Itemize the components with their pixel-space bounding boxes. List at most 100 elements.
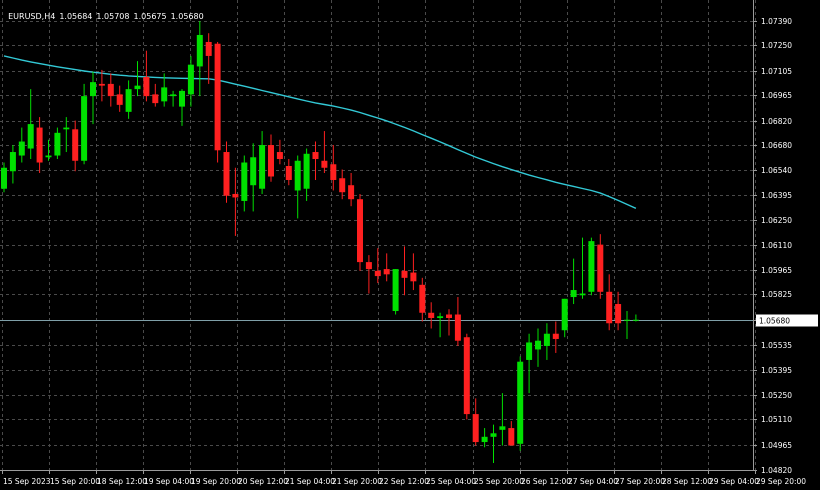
candle-body: [143, 76, 150, 97]
candle-body: [401, 270, 408, 278]
price-tick-label: 1.06540: [761, 166, 792, 175]
candle: [543, 323, 550, 360]
low-value: 1.05675: [133, 12, 167, 21]
open-value: 1.05684: [59, 12, 93, 21]
candle: [81, 83, 88, 165]
price-tick-label: 1.05250: [761, 391, 792, 400]
candle: [410, 253, 417, 291]
candle: [196, 21, 203, 97]
candle: [179, 89, 185, 126]
candle-body: [552, 333, 559, 339]
candle-body: [205, 41, 212, 56]
candle-body: [18, 141, 25, 156]
time-tick-label: 21 Sep 04:00: [285, 477, 335, 486]
candle-body: [161, 87, 168, 102]
candle-body: [499, 426, 506, 430]
time-tick-label: 18 Sep 12:00: [97, 477, 147, 486]
price-tick-label: 1.05535: [761, 341, 792, 350]
candle: [214, 41, 221, 163]
candle: [125, 80, 132, 119]
candle-body: [481, 436, 488, 443]
candle-body: [606, 291, 613, 324]
candle-body: [285, 166, 292, 180]
candle: [187, 55, 194, 107]
price-tick-label: 1.06250: [761, 216, 792, 225]
candle-body: [36, 127, 43, 163]
candle: [116, 85, 123, 112]
price-tick-label: 1.07250: [761, 41, 792, 50]
candle: [107, 73, 114, 107]
candle: [499, 393, 506, 446]
candle: [419, 277, 426, 322]
candle: [9, 145, 16, 184]
candle-body: [508, 428, 515, 446]
time-tick-label: 19 Sep 20:00: [191, 477, 241, 486]
candle-body: [535, 340, 541, 350]
candle-body: [54, 132, 61, 156]
current-price-badge: 1.05680: [756, 314, 818, 327]
candle-body: [223, 152, 230, 196]
candle-body: [268, 145, 274, 177]
candle-body: [187, 64, 194, 95]
candle-body: [597, 244, 604, 292]
candle: [508, 421, 515, 446]
candle: [143, 50, 150, 102]
candle: [170, 90, 177, 107]
candle-body: [63, 127, 70, 130]
price-tick-label: 1.05825: [761, 290, 792, 299]
time-tick-label: 27 Sep 20:00: [615, 477, 665, 486]
candle: [579, 237, 586, 299]
candle: [161, 73, 168, 107]
time-tick-label: 29 Sep 04:00: [709, 477, 759, 486]
candle-body: [543, 333, 550, 346]
time-tick-label: 20 Sep 12:00: [238, 477, 288, 486]
candle-body: [27, 124, 34, 149]
candle: [490, 424, 497, 464]
candle-body: [454, 314, 461, 341]
candle-body: [624, 319, 630, 321]
candle: [463, 333, 470, 420]
candle-body: [107, 83, 114, 97]
candle: [526, 333, 533, 394]
candle: [232, 167, 239, 236]
candle-body: [472, 414, 479, 443]
price-tick-label: 1.06820: [761, 117, 792, 126]
candle: [250, 143, 257, 212]
candle-body: [1, 167, 7, 189]
candle: [401, 246, 408, 296]
candle-body: [312, 152, 319, 160]
candle: [392, 269, 399, 315]
candle-body: [579, 293, 586, 296]
candle: [330, 145, 337, 191]
candle-body: [348, 185, 355, 200]
time-tick-label: 25 Sep 04:00: [426, 477, 476, 486]
candle: [294, 155, 301, 219]
time-tick-label: 29 Sep 20:00: [756, 477, 806, 486]
grid-lines: [0, 0, 756, 471]
candle-body: [116, 94, 123, 105]
candle-body: [615, 304, 622, 324]
candle-body: [232, 193, 239, 198]
candle: [383, 253, 390, 282]
high-value: 1.05708: [96, 12, 130, 21]
candle: [90, 71, 96, 125]
candle-body: [152, 94, 159, 104]
price-tick-label: 1.05110: [761, 415, 792, 424]
candle: [597, 234, 604, 299]
candle-body: [196, 34, 203, 67]
candle-body: [294, 160, 301, 191]
candle: [454, 297, 461, 346]
price-tick-label: 1.05395: [761, 366, 792, 375]
candle-body: [179, 90, 185, 107]
candle-body: [428, 312, 435, 319]
candle: [615, 291, 622, 331]
candle: [303, 148, 310, 201]
candle: [446, 309, 452, 336]
price-tick-label: 1.07105: [761, 67, 792, 76]
price-tick-label: 1.06110: [761, 241, 792, 250]
candle: [54, 127, 61, 160]
candle: [552, 321, 559, 353]
candle-body: [383, 269, 390, 275]
candle: [259, 131, 266, 194]
